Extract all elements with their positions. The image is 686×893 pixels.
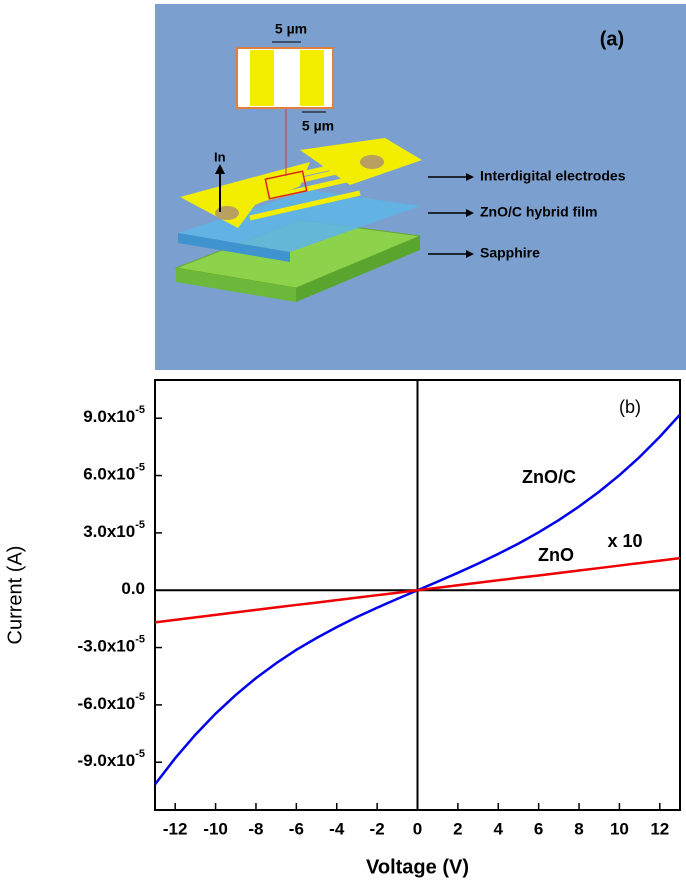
- x-tick-label: -12: [163, 819, 188, 838]
- y-tick-label: 0.0: [121, 580, 145, 599]
- tick-exponent: -5: [135, 633, 145, 645]
- layer-labels: Interdigital electrodes ZnO/C hybrid film…: [428, 168, 626, 261]
- y-tick-label: -3.0x10-5: [78, 633, 145, 656]
- x-tick-label: 10: [610, 819, 629, 838]
- x-tick-label: 2: [453, 819, 462, 838]
- finger: [300, 50, 324, 106]
- arrow-head: [466, 250, 474, 258]
- series-line: [154, 556, 681, 624]
- x-tick-label: 12: [650, 819, 669, 838]
- tick-mantissa: -6.0x10: [78, 694, 136, 713]
- arrow-head: [215, 164, 225, 174]
- y-tick-label: 9.0x10-5: [83, 404, 145, 427]
- panel-label: (a): [600, 28, 624, 50]
- tick-mantissa: -3.0x10: [78, 637, 136, 656]
- series-label: ZnO/C: [522, 467, 576, 487]
- x-tick-label: 0: [413, 819, 422, 838]
- electrode-fingers: [237, 160, 361, 221]
- film-layer: [178, 190, 420, 252]
- dim-label: 5 µm: [275, 21, 307, 37]
- chart: -12 -10 -8 -6 -4 -2 0 2 4 6 8 10 12-9.0x10-5-6.0x10-…: [4, 379, 681, 878]
- x-tick-label: -10: [203, 819, 228, 838]
- sapphire-side: [296, 236, 420, 302]
- contact-dot: [215, 206, 239, 220]
- tick-mantissa: 9.0x10: [83, 408, 135, 427]
- y-axis-label: Current (A): [4, 546, 26, 645]
- y-tick-label: -9.0x10-5: [78, 748, 145, 771]
- arrow-head: [466, 209, 474, 217]
- annotation: x 10: [607, 531, 642, 551]
- layer-label: ZnO/C hybrid film: [480, 204, 597, 220]
- tick-mantissa: -9.0x10: [78, 752, 136, 771]
- layer-label: Sapphire: [480, 245, 540, 261]
- contact-label: In: [214, 149, 226, 164]
- tick-exponent: -5: [135, 519, 145, 531]
- tick-exponent: -5: [135, 748, 145, 760]
- x-tick-label: -2: [370, 819, 385, 838]
- x-tick-label: -4: [329, 819, 345, 838]
- x-tick-label: -8: [248, 819, 263, 838]
- tick-exponent: -5: [135, 691, 145, 703]
- x-tick-label: -6: [289, 819, 304, 838]
- tick-mantissa: 0.0: [121, 580, 145, 599]
- tick-mantissa: 3.0x10: [83, 522, 135, 541]
- y-tick-label: -6.0x10-5: [78, 691, 145, 714]
- series-label: ZnO: [538, 545, 574, 565]
- dim-label: 5 µm: [302, 118, 334, 134]
- contact-dot: [360, 155, 384, 169]
- x-axis-label: Voltage (V): [366, 856, 469, 878]
- y-tick-label: 6.0x10-5: [83, 461, 145, 484]
- finger: [250, 50, 274, 106]
- zoom-box: [264, 170, 308, 200]
- x-tick-label: 6: [534, 819, 543, 838]
- tick-exponent: -5: [135, 404, 145, 416]
- tick-mantissa: 6.0x10: [83, 465, 135, 484]
- x-tick-label: 8: [574, 819, 583, 838]
- film-edge: [178, 233, 290, 262]
- y-tick-label: 3.0x10-5: [83, 519, 145, 542]
- sapphire-edge: [176, 268, 296, 302]
- x-tick-label: 4: [494, 819, 504, 838]
- panel-label: (b): [619, 397, 641, 417]
- tick-exponent: -5: [135, 461, 145, 473]
- arrow-head: [466, 173, 474, 181]
- layer-label: Interdigital electrodes: [480, 168, 626, 184]
